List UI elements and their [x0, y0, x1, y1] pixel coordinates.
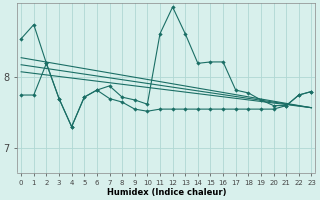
- X-axis label: Humidex (Indice chaleur): Humidex (Indice chaleur): [107, 188, 226, 197]
